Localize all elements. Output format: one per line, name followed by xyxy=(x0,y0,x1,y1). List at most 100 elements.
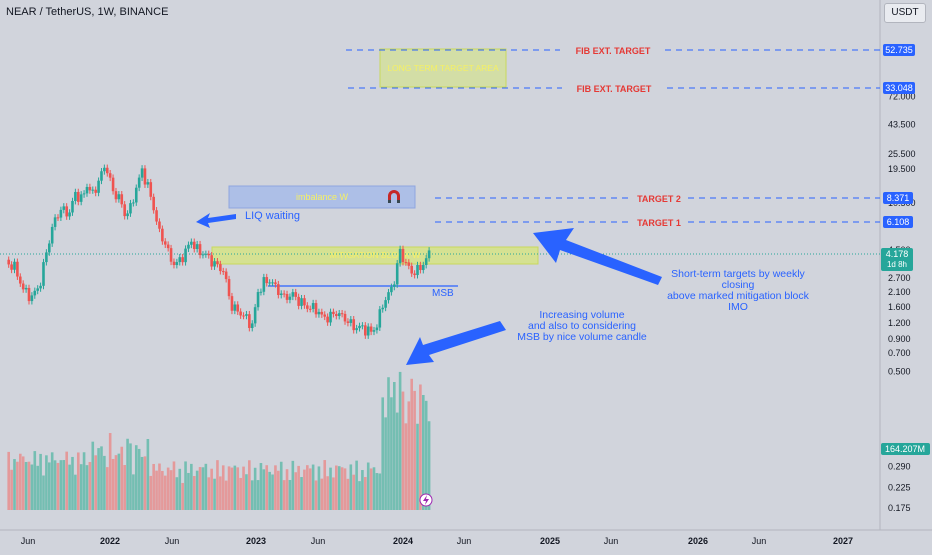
y-tick-label: 1.600 xyxy=(888,302,911,312)
candle-body xyxy=(364,325,367,336)
candle-body xyxy=(21,283,25,290)
candle-body xyxy=(123,204,126,217)
candle-body xyxy=(210,255,213,267)
volume-bar xyxy=(291,460,295,510)
candle-body xyxy=(329,311,332,323)
volume-bar xyxy=(172,461,176,510)
level-target-2[interactable]: TARGET 2 xyxy=(435,192,880,204)
volume-bar xyxy=(387,377,390,510)
volume-bar xyxy=(169,470,173,510)
candle-body xyxy=(97,180,100,193)
candle-body xyxy=(13,261,16,270)
candle-body xyxy=(242,315,245,317)
candle-body xyxy=(297,296,300,306)
volume-bar xyxy=(424,400,428,510)
volume-bar xyxy=(198,467,202,510)
level-target-1[interactable]: TARGET 1 xyxy=(435,216,880,228)
candle-body xyxy=(230,296,234,311)
candle-body xyxy=(65,206,68,217)
svg-text:above marked mitigation block: above marked mitigation block xyxy=(667,290,810,302)
candle-body xyxy=(306,305,309,309)
level-fib-1[interactable]: FIB EXT. TARGET xyxy=(346,44,880,56)
volume-bar xyxy=(265,465,269,510)
candle-body xyxy=(27,287,31,302)
candle-body xyxy=(76,191,80,202)
volume-bar xyxy=(332,477,335,510)
volume-bar xyxy=(294,472,298,510)
candle-body xyxy=(190,241,193,245)
volume-bar xyxy=(227,466,231,510)
candle-body xyxy=(36,288,39,291)
candle-body xyxy=(340,313,344,315)
volume-bar xyxy=(398,371,402,510)
candle-body xyxy=(332,311,335,315)
candle-body xyxy=(137,177,141,188)
x-axis[interactable]: Jun 2022 Jun 2023 Jun 2024 Jun 2025 Jun 2026 Jun 20… xyxy=(21,536,853,546)
price-badge-52735: 52.735 xyxy=(883,44,915,56)
candle-body xyxy=(146,182,150,185)
volume-bar xyxy=(393,382,396,510)
candle-body xyxy=(262,277,266,292)
candle-body xyxy=(323,314,327,317)
candle-body xyxy=(424,258,428,265)
volume-bar xyxy=(152,463,155,510)
candle-body xyxy=(201,254,205,256)
currency-button[interactable]: USDT xyxy=(884,3,926,23)
candle-body xyxy=(349,319,353,323)
last-price-badge: 4.178 1d 8h xyxy=(881,248,913,271)
candle-body xyxy=(94,189,97,193)
svg-text:and also to considering: and also to considering xyxy=(528,320,636,332)
volume-bar xyxy=(158,463,161,510)
volume-bar xyxy=(285,469,289,510)
y-tick-label: 2.700 xyxy=(888,273,911,283)
volume-bar xyxy=(91,441,95,510)
volume-bar xyxy=(384,417,387,510)
volume-bar xyxy=(65,451,68,510)
volume-bar xyxy=(117,453,121,510)
level-fib-2[interactable]: FIB EXT. TARGET xyxy=(348,82,880,94)
candle-body xyxy=(416,265,419,276)
candle-body xyxy=(248,314,251,328)
candle-body xyxy=(410,265,414,274)
volume-bar xyxy=(329,467,332,510)
volume-bar xyxy=(18,453,22,510)
volume-bar xyxy=(253,467,257,510)
candle-body xyxy=(68,212,71,217)
volume-bar xyxy=(308,468,312,510)
candle-body xyxy=(126,213,129,217)
candle-body xyxy=(175,262,179,266)
imbalance-zone[interactable] xyxy=(228,185,416,209)
volume-bar xyxy=(381,397,385,510)
volume-bar xyxy=(88,461,92,510)
lightning-icon[interactable] xyxy=(419,493,433,507)
volume-bar xyxy=(369,468,373,510)
x-tick-label: Jun xyxy=(165,536,180,546)
candle-body xyxy=(129,203,132,214)
candle-body xyxy=(140,168,144,178)
volume-bar xyxy=(219,476,222,510)
volume-bar xyxy=(74,474,77,510)
volume-bar xyxy=(343,468,347,510)
candle-body xyxy=(30,295,34,302)
level-target-2-label: TARGET 2 xyxy=(637,194,681,204)
volume-note: Increasing volume and also to considerin… xyxy=(517,309,647,343)
volume-bar xyxy=(233,465,237,510)
svg-text:52.735: 52.735 xyxy=(885,45,913,55)
candle-body xyxy=(219,264,222,272)
volume-bar xyxy=(259,463,263,510)
volume-bar xyxy=(364,477,367,510)
volume-bar xyxy=(187,472,190,510)
long-term-target-area[interactable] xyxy=(379,48,507,88)
volume-bar xyxy=(358,481,361,510)
volume-bar xyxy=(195,470,199,510)
candle-body xyxy=(224,271,228,280)
candle-body xyxy=(59,209,63,218)
candle-body xyxy=(422,264,425,271)
y-tick-label: 0.290 xyxy=(888,462,911,472)
volume-bar xyxy=(24,461,28,510)
candle-body xyxy=(401,248,405,263)
candle-body xyxy=(291,292,295,297)
candle-body xyxy=(85,186,89,194)
targets-arrow xyxy=(533,228,662,285)
